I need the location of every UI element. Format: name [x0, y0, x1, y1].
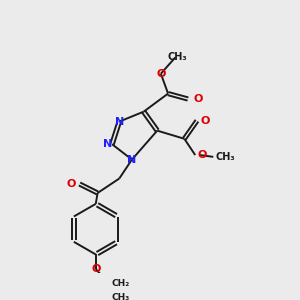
- Text: N: N: [127, 154, 136, 165]
- Text: O: O: [67, 179, 76, 189]
- Text: O: O: [156, 69, 166, 79]
- Text: O: O: [194, 94, 203, 104]
- Text: CH₃: CH₃: [111, 293, 129, 300]
- Text: CH₂: CH₂: [111, 279, 129, 288]
- Text: O: O: [91, 264, 101, 274]
- Text: CH₃: CH₃: [215, 152, 235, 162]
- Text: N: N: [115, 117, 124, 127]
- Text: O: O: [201, 116, 210, 126]
- Text: N: N: [103, 139, 112, 149]
- Text: O: O: [198, 150, 207, 160]
- Text: CH₃: CH₃: [167, 52, 187, 62]
